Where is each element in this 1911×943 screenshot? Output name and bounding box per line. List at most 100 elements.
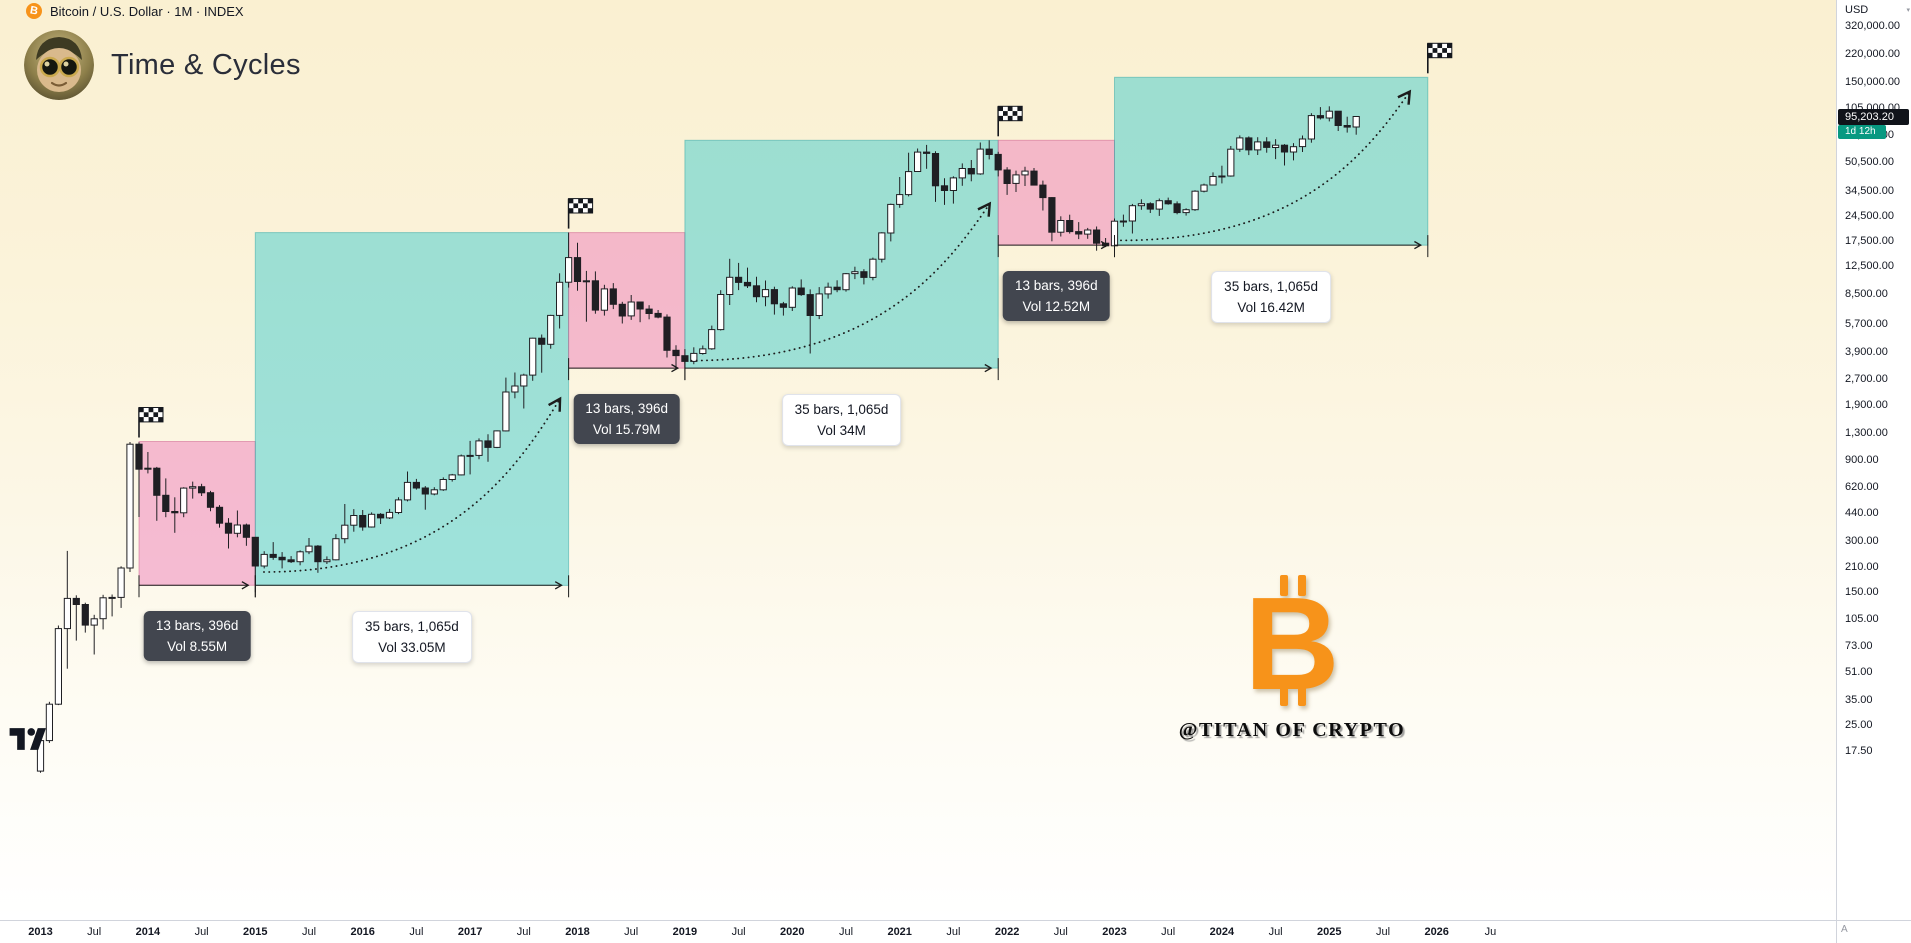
- time-tick-label: Jul: [301, 926, 317, 938]
- time-tick-label: 2014: [135, 926, 161, 938]
- cycle-box-bull[interactable]: [254, 232, 570, 586]
- price-tick-label: 1,900.00: [1845, 398, 1888, 411]
- time-tick-label: 2015: [243, 926, 268, 938]
- price-tick-label: 220,000.00: [1845, 47, 1901, 60]
- range-bars-label: 35 bars, 1,065d: [1224, 279, 1319, 295]
- flag-icon[interactable]: [1427, 42, 1453, 74]
- time-tick-label: Jul: [731, 926, 746, 938]
- price-tick-label: 1,300.00: [1845, 426, 1888, 439]
- price-tick-label: 73.00: [1845, 639, 1873, 652]
- price-tick-label: 150,000.00: [1845, 76, 1901, 88]
- author-handle: @TITAN OF CRYPTO: [1178, 719, 1406, 741]
- currency-label: USD: [1845, 4, 1869, 16]
- time-tick-label: 2016: [350, 926, 375, 938]
- price-axis[interactable]: USD ▾ 95,203.20 1d 12h 320,000.00 220,000…: [1836, 0, 1911, 920]
- symbol-legend[interactable]: B Bitcoin / U.S. Dollar · 1M · INDEX: [26, 3, 244, 19]
- flag-icon[interactable]: [138, 407, 164, 438]
- price-tick-label: 24,500.00: [1845, 209, 1894, 222]
- range-volume-label: Vol 8.55M: [167, 639, 228, 655]
- range-volume-label: Vol 16.42M: [1237, 300, 1305, 316]
- time-tick-label: 2023: [1102, 926, 1127, 938]
- price-tick-label: 50,500.00: [1845, 156, 1894, 169]
- cycle-box-bull[interactable]: [684, 139, 999, 369]
- range-measure[interactable]: [254, 575, 570, 598]
- flag-icon[interactable]: [997, 105, 1023, 137]
- time-tick-label: Jul: [838, 926, 854, 938]
- price-tick-label: 5,700.00: [1845, 317, 1888, 330]
- range-tooltip[interactable]: 35 bars, 1,065d Vol 33.05M: [351, 611, 472, 664]
- range-measure[interactable]: [1114, 235, 1429, 258]
- time-tick-label: Jul: [946, 926, 961, 938]
- time-tick-label: 2019: [672, 926, 698, 938]
- range-bars-label: 35 bars, 1,065d: [794, 402, 889, 418]
- tradingview-logo[interactable]: [9, 726, 47, 752]
- price-tick-label: 3,900.00: [1845, 345, 1888, 358]
- growth-arrow[interactable]: [263, 396, 562, 573]
- time-tick-label: Jul: [87, 926, 102, 938]
- time-tick-label: 2026: [1424, 926, 1449, 938]
- price-tick-label: 900.00: [1845, 453, 1879, 466]
- flag-icon[interactable]: [567, 198, 594, 229]
- time-tick-label: 2017: [457, 926, 483, 938]
- symbol-legend-text: Bitcoin / U.S. Dollar · 1M · INDEX: [50, 3, 244, 19]
- time-tick-label: Jul: [409, 926, 424, 938]
- last-price-badge: 95,203.20: [1838, 108, 1909, 125]
- bitcoin-icon: B: [26, 3, 42, 19]
- range-tooltip[interactable]: 13 bars, 396d Vol 8.55M: [143, 611, 251, 662]
- price-tick-label: 12,500.00: [1845, 259, 1894, 272]
- time-tick-label: 2018: [565, 926, 590, 938]
- chart-canvas[interactable]: [0, 0, 1836, 920]
- price-tick-label: 105.00: [1845, 612, 1879, 625]
- cycle-box-bull[interactable]: [1114, 76, 1429, 246]
- time-axis[interactable]: 2013 Jul 2014 Jul 2015 Jul 2016 Jul 2017 Jul 2018 J…: [0, 920, 1836, 943]
- growth-arrow[interactable]: [690, 201, 992, 362]
- time-tick-label: 2024: [1209, 926, 1235, 938]
- chart-pane[interactable]: 13 bars, 396d Vol 8.55M 35 bars, 1,065d Vol…: [0, 0, 1836, 920]
- range-tooltip[interactable]: 13 bars, 396d Vol 12.52M: [1003, 271, 1110, 322]
- watermark: B @TITAN OF CRYPTO: [1158, 568, 1426, 742]
- time-tick-label: Jul: [1161, 926, 1176, 938]
- time-tick-label: Jul: [1375, 926, 1391, 938]
- price-tick-label: 320,000.00: [1845, 20, 1901, 32]
- time-tick-label: Jul: [1268, 926, 1283, 938]
- price-tick-label: 2,700.00: [1845, 372, 1888, 385]
- range-bars-label: 13 bars, 396d: [1015, 278, 1098, 294]
- range-bars-label: 13 bars, 396d: [585, 401, 668, 417]
- time-tick-label: 2025: [1317, 926, 1342, 938]
- range-tooltip[interactable]: 13 bars, 396d Vol 15.79M: [573, 394, 680, 445]
- price-tick-label: 25.00: [1845, 718, 1873, 731]
- time-tick-label: 2022: [994, 926, 1020, 938]
- time-tick-label: 2020: [780, 926, 805, 938]
- range-measure[interactable]: [684, 358, 999, 381]
- range-volume-label: Vol 34M: [817, 423, 866, 439]
- growth-arrow[interactable]: [1120, 89, 1412, 242]
- time-tick-label: Jul: [194, 926, 209, 938]
- time-tick-label: Jul: [516, 926, 531, 938]
- range-bars-label: 13 bars, 396d: [155, 618, 239, 634]
- bitcoin-logo: B: [1244, 570, 1339, 717]
- price-tick-label: 17.50: [1845, 745, 1873, 757]
- range-volume-label: Vol 33.05M: [378, 640, 446, 656]
- price-tick-label: 150.00: [1845, 586, 1879, 599]
- range-tooltip[interactable]: 35 bars, 1,065d Vol 34M: [781, 394, 902, 447]
- page-title[interactable]: Time & Cycles: [111, 48, 301, 81]
- range-bars-label: 35 bars, 1,065d: [364, 619, 459, 635]
- profile-avatar: [24, 30, 94, 100]
- candlestick-series[interactable]: [36, 106, 1360, 773]
- range-volume-label: Vol 15.79M: [592, 422, 661, 438]
- axis-corner-auto-label[interactable]: A: [1836, 920, 1911, 943]
- price-tick-label: 35.00: [1845, 693, 1873, 706]
- cycle-box-bear[interactable]: [997, 139, 1116, 246]
- price-tick-label: 300.00: [1845, 535, 1879, 548]
- cycle-box-bear[interactable]: [138, 441, 256, 586]
- bar-countdown-badge: 1d 12h: [1838, 124, 1886, 139]
- range-tooltip[interactable]: 35 bars, 1,065d Vol 16.42M: [1211, 271, 1332, 324]
- price-tick-label: 620.00: [1845, 481, 1879, 494]
- price-tick-label: 17,500.00: [1845, 234, 1894, 247]
- time-tick-label: Jul: [624, 926, 639, 938]
- price-tick-label: 34,500.00: [1845, 184, 1894, 197]
- price-tick-label: 8,500.00: [1845, 288, 1888, 300]
- currency-selector[interactable]: USD ▾: [1837, 0, 1911, 20]
- time-tick-label: 2021: [887, 926, 912, 938]
